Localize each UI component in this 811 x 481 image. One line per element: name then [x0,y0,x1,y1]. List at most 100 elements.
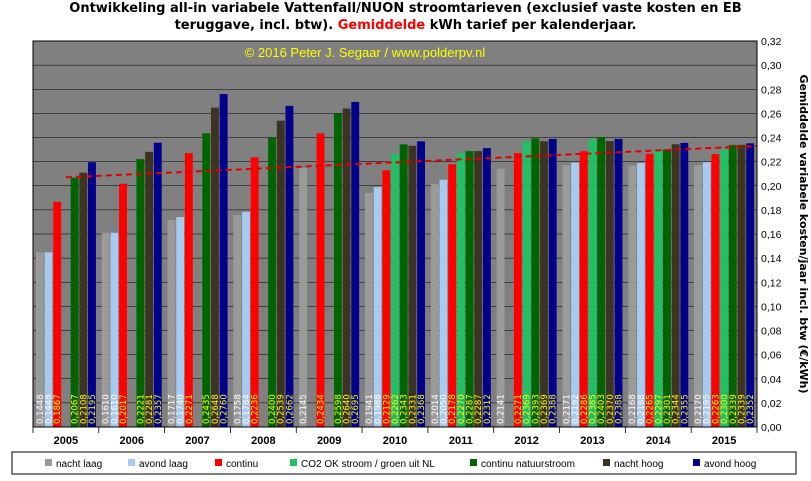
bar [522,141,531,427]
bar-data-label: 0,2129 [382,394,392,424]
bar [628,165,637,428]
bar [737,144,746,427]
bar [456,153,465,427]
bar-data-label: 0,2145 [299,394,309,424]
legend-swatch [603,459,610,466]
bar-data-label: 0,2539 [277,394,287,424]
bar-data-label: 0,2271 [185,394,195,424]
bar [654,149,663,427]
bar [268,137,276,427]
bar [110,232,119,427]
bar-data-label: 0,2017 [119,394,129,424]
x-tick-label: 2011 [449,435,473,447]
x-tick-label: 2012 [514,435,538,447]
chart-title-highlight: Gemiddelde [337,18,426,33]
bar [680,142,689,427]
bar-data-label: 0,2357 [154,394,164,424]
x-tick-label: 2015 [712,435,736,447]
bar-data-label: 0,2236 [251,394,261,424]
bar-data-label: 0,1784 [242,394,252,424]
bar-data-label: 0,1867 [53,394,63,424]
bar [439,179,448,427]
bar [465,151,474,428]
bar [136,159,145,428]
bar [728,144,737,427]
bar-data-label: 0,1448 [36,394,46,424]
legend-swatch [128,459,135,466]
bar [176,217,185,427]
y-tick-label: 0,22 [761,157,782,169]
bar [167,219,176,427]
bar [408,145,417,427]
y-tick-label: 0,00 [761,422,782,434]
bar [548,138,557,427]
bar [70,177,79,427]
bar [671,144,680,427]
y-tick-label: 0,12 [761,277,782,289]
bar [540,141,548,427]
bar [663,149,671,427]
bar [645,153,654,428]
bar-data-label: 0,2281 [145,394,155,424]
bar-data-label: 0,1941 [365,394,375,424]
bar-data-label: 0,2648 [211,394,221,424]
chart-title-line2: teruggave, incl. btw). Gemiddelde kWh ta… [0,17,811,34]
legend-swatch [290,459,297,466]
bar-data-label: 0,2434 [316,394,326,424]
bar-data-label: 0,2662 [285,394,295,424]
bar [605,141,614,427]
bar-data-label: 0,2598 [334,394,344,424]
y-tick-label: 0,18 [761,205,782,217]
bar-data-label: 0,2141 [497,394,507,424]
y-tick-label: 0,32 [761,36,782,48]
legend-entry: continu natuurstroom [481,459,575,470]
bar [694,165,702,427]
bar-data-label: 0,2067 [71,394,81,424]
y-tick-label: 0,10 [761,301,782,313]
bar-data-label: 0,2331 [408,394,418,424]
bar [202,133,211,427]
bar [299,168,308,427]
chart-title: Ontwikkeling all-in variabele Vattenfall… [0,0,811,36]
bar [496,168,505,427]
legend-entry: continu [226,459,258,470]
bar-data-label: 0,2393 [531,394,541,424]
bar-data-label: 0,1717 [167,394,177,424]
bar [119,183,127,427]
y-tick-label: 0,24 [761,133,782,145]
y-tick-label: 0,26 [761,108,782,120]
bar-data-label: 0,2695 [351,394,361,424]
y-tick-label: 0,30 [761,60,782,72]
bar-data-label: 0,2265 [646,394,656,424]
bar-data-label: 0,2355 [680,394,690,424]
legend-entry: nacht hoog [614,459,664,470]
x-tick-label: 2013 [580,435,604,447]
x-tick-label: 2005 [54,435,78,447]
bar-data-label: 0,2287 [466,394,476,424]
bar-data-label: 0,2640 [343,394,353,424]
bar-data-label: 0,2192 [571,394,581,424]
bar-data-label: 0,2435 [202,394,212,424]
bar-data-label: 0,1610 [110,394,120,424]
y-axis-label: Gemiddelde variabele kosten/jaar incl. b… [797,74,810,393]
legend-entry: CO2 OK stroom / groen uit NL [301,459,435,470]
bar-data-label: 0,2388 [549,394,559,424]
legend-swatch [470,459,477,466]
bar [333,113,342,428]
bar-data-label: 0,2263 [711,394,721,424]
bar-data-label: 0,1610 [102,394,112,424]
bar-data-label: 0,2195 [703,394,713,424]
bar [514,153,522,428]
legend-entry: nacht laag [56,459,102,470]
x-tick-label: 2007 [185,435,209,447]
legend-swatch [693,459,700,466]
y-tick-label: 0,28 [761,84,782,96]
y-tick-label: 0,08 [761,326,782,338]
bar-data-label: 0,2300 [720,394,730,424]
bar-data-label: 0,2339 [737,394,747,424]
bar [285,105,294,428]
y-tick-label: 0,14 [761,253,782,265]
bar [44,252,53,427]
bar-data-label: 0,2050 [439,394,449,424]
